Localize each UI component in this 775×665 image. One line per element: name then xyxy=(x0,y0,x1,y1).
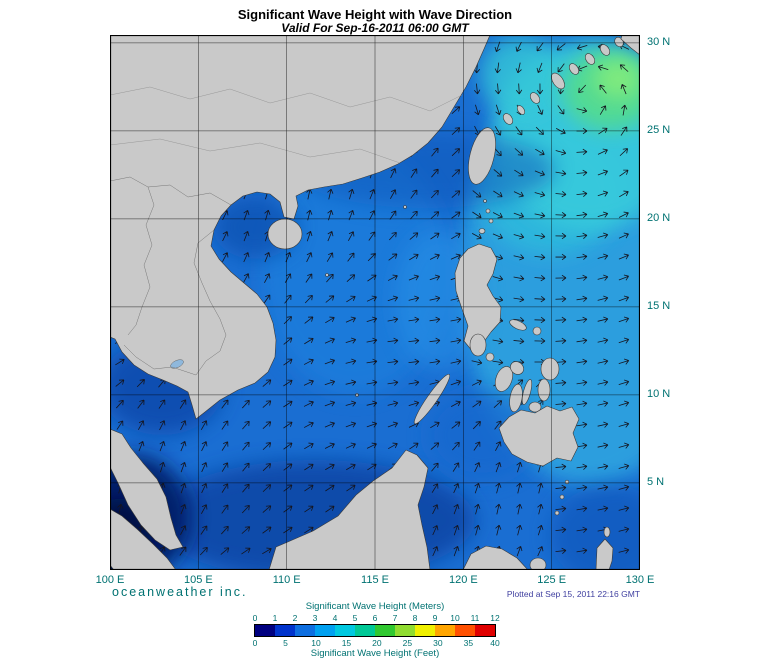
colorbar-segment xyxy=(395,625,415,636)
grid-lines xyxy=(110,35,640,570)
meters-tick-label: 2 xyxy=(292,613,298,623)
island-masbate xyxy=(510,361,524,375)
lon-label: 120 E xyxy=(448,574,478,586)
legend-feet-label: Significant Wave Height (Feet) xyxy=(310,648,440,659)
island-cebu xyxy=(521,379,533,405)
landmass-sumatra xyxy=(110,508,177,570)
meters-tick-label: 11 xyxy=(470,613,480,623)
island-mindoro xyxy=(469,333,487,357)
island-sulawesi-tip xyxy=(462,545,529,570)
meters-tick-label: 12 xyxy=(490,613,500,623)
island-batanes-1 xyxy=(485,208,491,214)
map-canvas xyxy=(110,35,640,570)
lon-label: 105 E xyxy=(183,574,213,586)
lon-label: 130 E xyxy=(625,574,655,586)
legend-meters-label: Significant Wave Height (Meters) xyxy=(305,601,445,612)
colorbar-segment xyxy=(355,625,375,636)
lon-label: 100 E xyxy=(95,574,125,586)
island-hainan xyxy=(267,218,303,250)
lat-label: 10 N xyxy=(647,388,671,401)
feet-tick-label: 35 xyxy=(463,638,474,648)
colorbar-segment xyxy=(475,625,495,636)
island-negros xyxy=(509,383,523,413)
lon-label: 125 E xyxy=(537,574,567,586)
legend-feet-ticks: 0 5 10 15 20 25 30 35 40 xyxy=(252,638,500,648)
island-palawan xyxy=(414,373,450,425)
landmass-borneo xyxy=(268,449,431,570)
map-border xyxy=(110,35,640,570)
colorbar-segment xyxy=(455,625,475,636)
feet-tick-label: 30 xyxy=(433,638,443,648)
lon-label: 110 E xyxy=(272,574,301,586)
island-bicol xyxy=(509,319,527,331)
feet-tick-label: 10 xyxy=(311,638,321,648)
island-chain-ryukyu xyxy=(502,37,624,125)
lat-label: 25 N xyxy=(647,124,671,137)
valid-time-subtitle: Valid For Sep-16-2011 06:00 GMT xyxy=(281,21,469,35)
island-mindanao xyxy=(498,405,580,467)
oceanweather-logo-text: oceanweather inc. xyxy=(112,585,248,599)
island-sulawesi-arm xyxy=(529,557,547,570)
meters-tick-label: 3 xyxy=(312,613,318,623)
lat-label: 30 N xyxy=(647,36,671,49)
page-title: Significant Wave Height with Wave Direct… xyxy=(237,7,513,22)
map-frame xyxy=(110,35,640,570)
island-pratas xyxy=(403,205,407,209)
meters-tick-label: 1 xyxy=(272,613,278,623)
meters-tick-label: 0 xyxy=(252,613,258,623)
island-samar xyxy=(540,357,560,381)
island-leyte xyxy=(537,378,551,402)
meters-tick-label: 6 xyxy=(372,613,378,623)
island-paracel xyxy=(325,273,329,277)
meters-tick-label: 7 xyxy=(392,613,398,623)
feet-tick-label: 0 xyxy=(252,638,258,648)
island-morotai xyxy=(603,526,611,538)
colorbar xyxy=(254,624,496,637)
meters-tick-label: 5 xyxy=(352,613,358,623)
lat-label: 15 N xyxy=(647,300,671,313)
feet-tick-label: 25 xyxy=(402,638,413,648)
feet-tick-label: 5 xyxy=(283,638,288,648)
feet-tick-label: 40 xyxy=(490,638,500,648)
feet-tick-label: 15 xyxy=(341,638,352,648)
lon-label: 115 E xyxy=(361,574,389,586)
colorbar-segment xyxy=(415,625,435,636)
island-marinduque xyxy=(485,352,495,362)
island-batanes-2 xyxy=(488,218,494,224)
meters-tick-label: 10 xyxy=(450,613,460,623)
landmass-malay-peninsula xyxy=(110,428,184,551)
colorbar-segment xyxy=(255,625,275,636)
plotted-timestamp: Plotted at Sep 15, 2011 22:16 GMT xyxy=(506,589,640,599)
colorbar-segment xyxy=(375,625,395,636)
island-taiwan xyxy=(468,127,496,185)
colorbar-segment xyxy=(275,625,295,636)
colorbar-segment xyxy=(315,625,335,636)
country-borders xyxy=(110,86,463,376)
meters-tick-label: 4 xyxy=(332,613,338,623)
colorbar-segment xyxy=(435,625,455,636)
meters-tick-label: 9 xyxy=(432,613,438,623)
colorbar-segment xyxy=(295,625,315,636)
lat-label: 20 N xyxy=(647,212,671,225)
colorbar-segment xyxy=(335,625,355,636)
legend-meters-ticks: 0 1 2 3 4 5 6 7 8 9 10 11 12 xyxy=(252,613,500,623)
island-panay xyxy=(494,366,514,392)
island-sangihe-1 xyxy=(554,510,560,516)
landmass-kyushu-corner xyxy=(620,35,640,56)
island-batanes-3 xyxy=(483,199,487,203)
island-sangihe-2 xyxy=(559,494,565,500)
island-luzon xyxy=(454,243,502,353)
feet-tick-label: 20 xyxy=(372,638,382,648)
island-catanduanes xyxy=(532,326,542,336)
island-halmahera xyxy=(595,538,614,570)
lat-label: 5 N xyxy=(647,476,665,489)
island-sangihe-3 xyxy=(564,479,570,485)
island-bohol xyxy=(528,401,542,413)
meters-tick-label: 8 xyxy=(412,613,418,623)
island-babuyan xyxy=(478,228,486,234)
